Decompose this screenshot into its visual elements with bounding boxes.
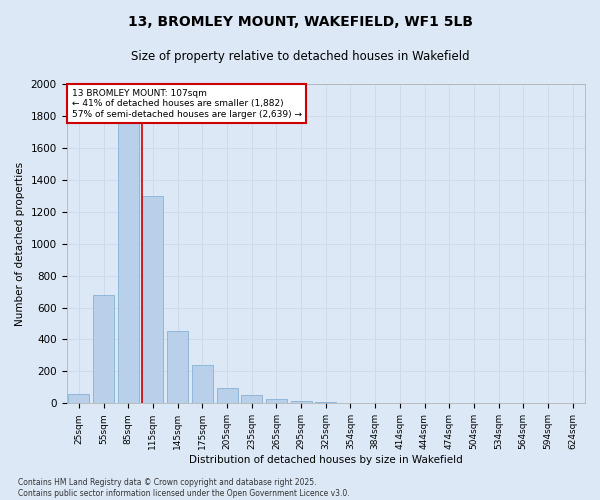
Text: 13, BROMLEY MOUNT, WAKEFIELD, WF1 5LB: 13, BROMLEY MOUNT, WAKEFIELD, WF1 5LB [128, 15, 473, 29]
Bar [118, 112, 139, 404]
Bar [142, 196, 163, 404]
Bar [217, 388, 238, 404]
Bar [68, 394, 89, 404]
Text: Contains HM Land Registry data © Crown copyright and database right 2025.
Contai: Contains HM Land Registry data © Crown c… [18, 478, 350, 498]
Text: Size of property relative to detached houses in Wakefield: Size of property relative to detached ho… [131, 50, 469, 63]
Bar [290, 401, 311, 404]
Bar [167, 332, 188, 404]
Bar [315, 402, 336, 404]
Y-axis label: Number of detached properties: Number of detached properties [15, 162, 25, 326]
Bar [192, 365, 213, 404]
Bar [266, 400, 287, 404]
Bar [93, 295, 114, 404]
X-axis label: Distribution of detached houses by size in Wakefield: Distribution of detached houses by size … [189, 455, 463, 465]
Bar [241, 394, 262, 404]
Text: 13 BROMLEY MOUNT: 107sqm
← 41% of detached houses are smaller (1,882)
57% of sem: 13 BROMLEY MOUNT: 107sqm ← 41% of detach… [72, 89, 302, 118]
